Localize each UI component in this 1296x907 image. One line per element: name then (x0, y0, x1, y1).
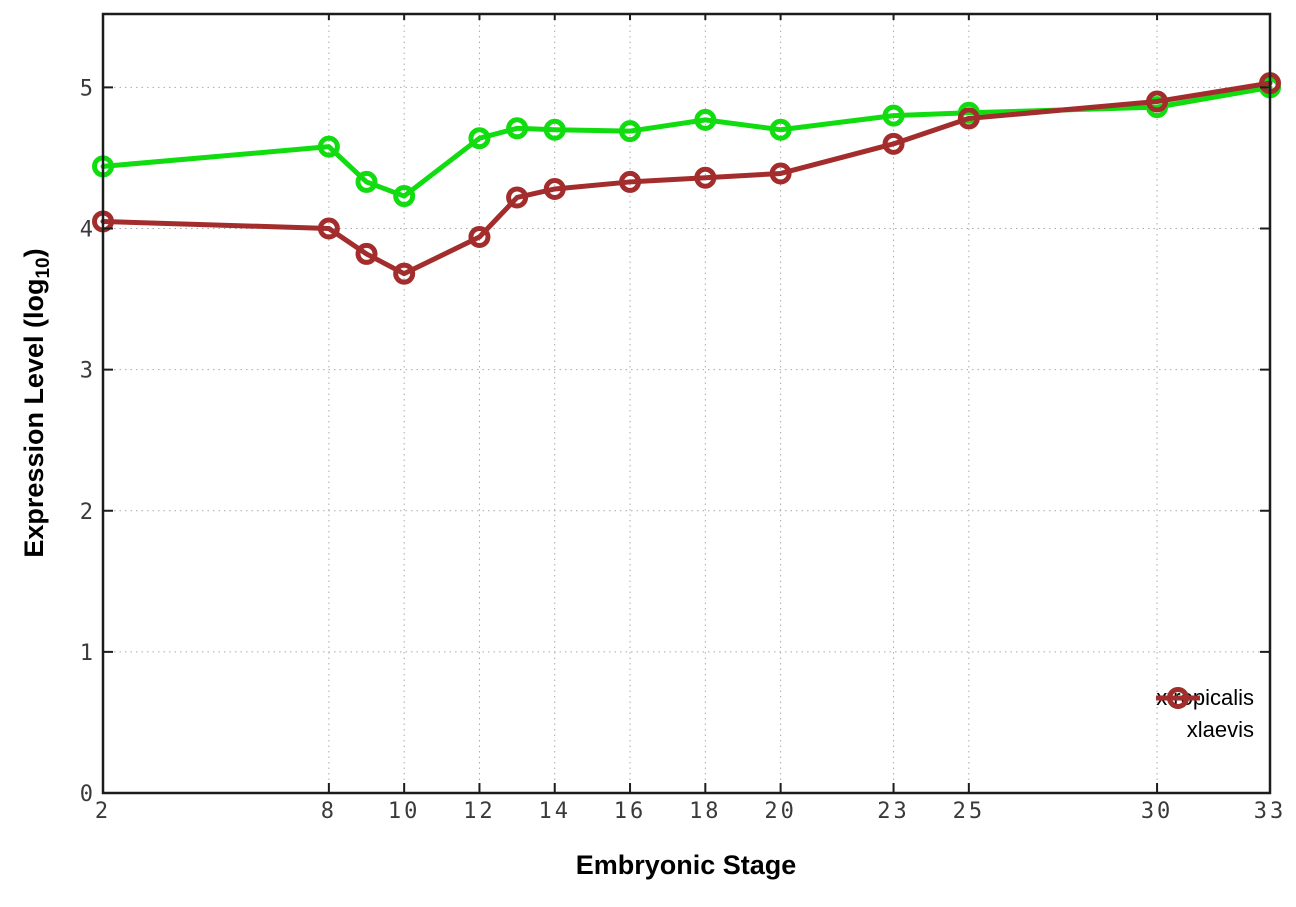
chart-legend: xtropicalis xlaevis (1156, 684, 1266, 744)
data-point-xtropicalis-stage-23 (882, 104, 905, 127)
data-point-xlaevis-stage-16 (619, 170, 642, 193)
series-line-xlaevis (100, 80, 1273, 277)
data-point-xlaevis-stage-18 (694, 166, 717, 189)
y-axis-label-subscript: 10 (33, 257, 54, 279)
plot-border (101, 12, 1272, 795)
y-tick-label: 5 (80, 76, 93, 101)
data-point-xlaevis-stage-23 (882, 132, 905, 155)
y-tick-label: 1 (80, 641, 93, 666)
legend-entry-xlaevis: xlaevis (1156, 687, 1266, 744)
data-point-xtropicalis-stage-8 (317, 135, 340, 158)
data-point-xlaevis-stage-10 (393, 262, 416, 285)
x-tick-label: 30 (1141, 799, 1174, 824)
data-point-xlaevis-stage-9 (355, 242, 378, 265)
legend-marker-xlaevis-icon (1156, 687, 1201, 709)
y-tick-label: 2 (80, 500, 93, 525)
data-point-xlaevis-stage-14 (543, 177, 566, 200)
y-tick-label: 4 (80, 218, 93, 243)
y-axis-label-suffix: ) (19, 248, 49, 258)
x-tick-label: 20 (764, 799, 797, 824)
y-axis-label-text: Expression Level (log (19, 278, 49, 558)
data-point-xtropicalis-stage-20 (769, 118, 792, 141)
y-axis-label: Expression Level (log10) (19, 248, 55, 557)
y-tick-label: 3 (80, 359, 93, 384)
data-point-xtropicalis-stage-13 (506, 117, 529, 140)
x-tick-label: 16 (614, 799, 647, 824)
x-tick-label: 10 (388, 799, 421, 824)
data-point-xtropicalis-stage-16 (619, 120, 642, 143)
x-tick-label: 18 (689, 799, 722, 824)
x-tick-label: 12 (463, 799, 496, 824)
x-tick-label: 25 (953, 799, 986, 824)
data-point-xlaevis-stage-8 (317, 217, 340, 240)
x-tick-label: 8 (321, 799, 337, 824)
legend-label-xlaevis: xlaevis (1186, 717, 1254, 742)
data-point-xlaevis-stage-12 (468, 225, 491, 248)
data-point-xlaevis-stage-25 (957, 107, 980, 130)
x-tick-label: 2 (95, 799, 111, 824)
data-point-xtropicalis-stage-9 (355, 170, 378, 193)
data-point-xtropicalis-stage-14 (543, 118, 566, 141)
data-point-xtropicalis-stage-10 (393, 185, 416, 208)
x-axis-label: Embryonic Stage (575, 850, 797, 880)
x-tick-label: 14 (538, 799, 571, 824)
x-tick-label: 33 (1254, 799, 1287, 824)
data-point-xtropicalis-stage-12 (468, 127, 491, 150)
x-tick-label: 23 (877, 799, 910, 824)
data-point-xlaevis-stage-13 (506, 186, 529, 209)
data-point-xtropicalis-stage-18 (694, 108, 717, 131)
data-point-xlaevis-stage-30 (1146, 90, 1169, 113)
y-tick-label: 0 (80, 782, 93, 807)
data-point-xlaevis-stage-20 (769, 162, 792, 185)
